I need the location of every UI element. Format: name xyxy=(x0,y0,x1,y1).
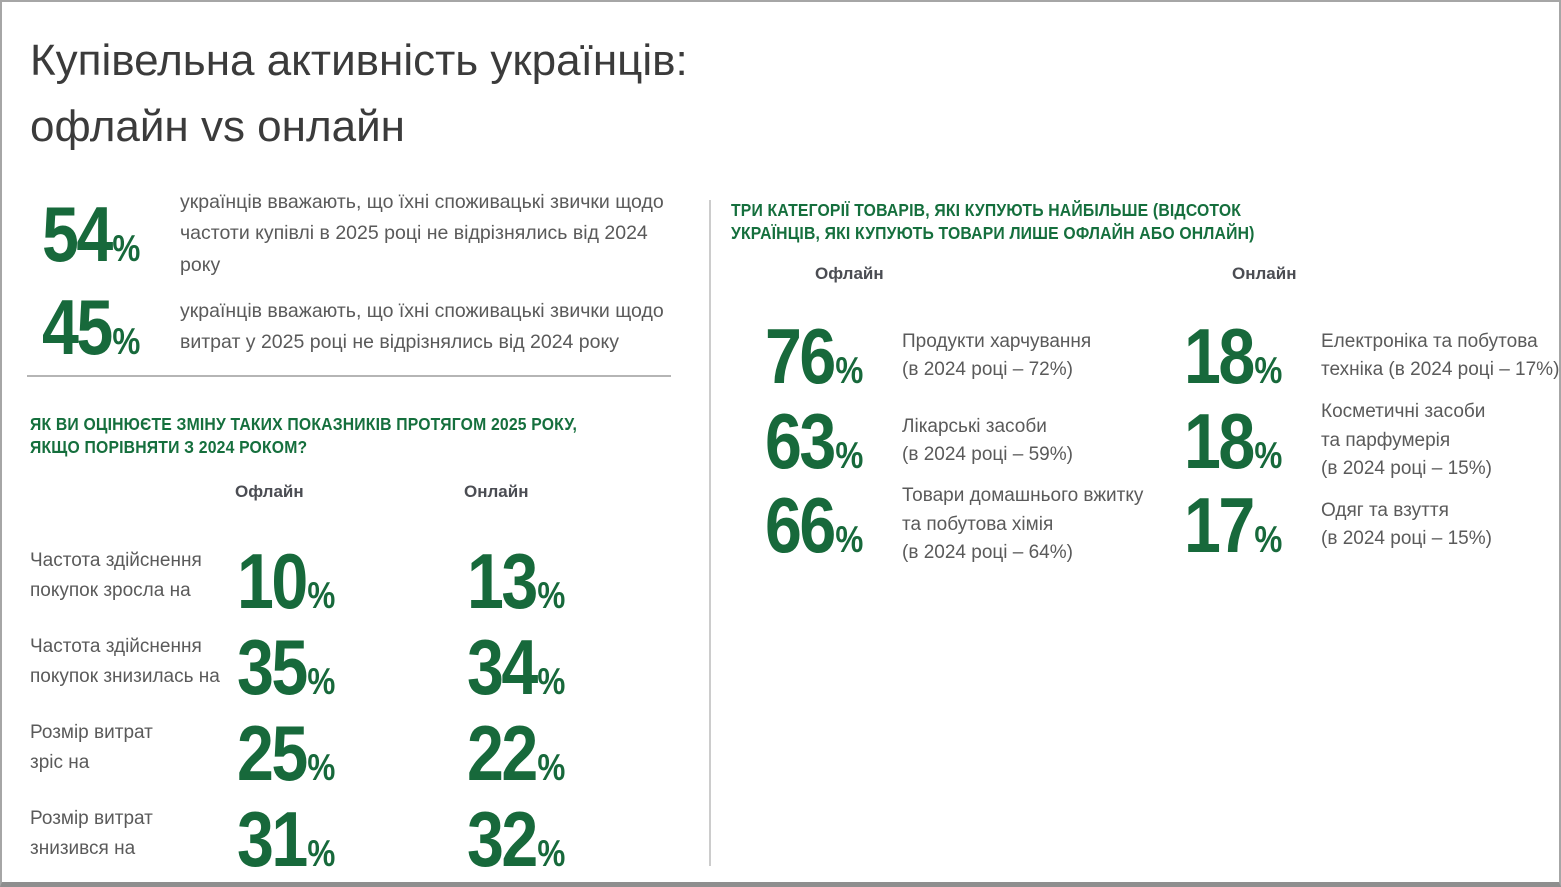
category-offline-groceries: 76% Продукти харчування (в 2024 році – 7… xyxy=(765,310,1195,402)
category-label: Товари домашнього вжитку та побутова хім… xyxy=(902,485,1144,564)
category-value: 18% xyxy=(1184,311,1283,400)
comparison-row-spending-grew: Розмір витрат зріс на 25% 22% xyxy=(2,710,709,798)
category-online-cosmetics: 18% Косметичні засоби та парфумерія (в 2… xyxy=(1184,395,1559,487)
row-label: Розмір витрат зріс на xyxy=(30,722,153,774)
page-title: Купівельна активність українців: офлайн … xyxy=(30,28,688,160)
online-value: 13% xyxy=(467,537,566,625)
comparison-row-frequency-declined: Частота здійснення покупок знизилась на … xyxy=(2,624,709,712)
category-label: Електроніка та побутова техніка (в 2024 … xyxy=(1321,330,1560,381)
online-value: 34% xyxy=(467,623,566,711)
horizontal-divider xyxy=(27,375,671,377)
row-label: Частота здійснення покупок знизилась на xyxy=(30,636,220,688)
stat-spending-value: 45% xyxy=(42,282,141,371)
percent-sign: % xyxy=(112,320,141,362)
category-label: Лікарські засоби (в 2024 році – 59%) xyxy=(902,415,1073,466)
percent-sign: % xyxy=(835,434,864,476)
row-label: Розмір витрат знизився на xyxy=(30,808,153,860)
comparison-row-spending-declined: Розмір витрат знизився на 31% 32% xyxy=(2,795,709,883)
comparison-col-offline-header: Офлайн xyxy=(235,482,304,501)
category-value: 66% xyxy=(765,480,864,569)
categories-section-heading: ТРИ КАТЕГОРІЇ ТОВАРІВ, ЯКІ КУПУЮТЬ НАЙБІ… xyxy=(731,200,1255,244)
stat-frequency-habits: 54% українців вважають, що їхні споживац… xyxy=(42,189,682,278)
stat-spending-description: українців вважають, що їхні споживацькі … xyxy=(180,299,664,353)
categories-col-online-header: Онлайн xyxy=(1232,264,1297,283)
category-offline-household: 66% Товари домашнього вжитку та побутова… xyxy=(765,479,1195,571)
percent-sign: % xyxy=(307,661,336,702)
category-value: 17% xyxy=(1184,480,1283,569)
categories-col-offline-header: Офлайн xyxy=(815,264,884,283)
percent-sign: % xyxy=(1254,434,1283,476)
category-offline-medicines: 63% Лікарські засоби (в 2024 році – 59%) xyxy=(765,395,1195,487)
category-value: 76% xyxy=(765,311,864,400)
stat-spending-habits: 45% українців вважають, що їхні споживац… xyxy=(42,285,682,369)
online-value: 22% xyxy=(467,709,566,797)
percent-sign: % xyxy=(307,833,336,874)
percent-sign: % xyxy=(835,349,864,391)
percent-sign: % xyxy=(537,747,566,788)
category-value: 18% xyxy=(1184,396,1283,485)
category-label: Косметичні засоби та парфумерія (в 2024 … xyxy=(1321,401,1492,480)
comparison-section-heading: ЯК ВИ ОЦІНЮЄТЕ ЗМІНУ ТАКИХ ПОКАЗНИКІВ ПР… xyxy=(30,414,578,458)
percent-sign: % xyxy=(537,575,566,616)
category-label: Продукти харчування (в 2024 році – 72%) xyxy=(902,330,1092,381)
comparison-row-frequency-grew: Частота здійснення покупок зросла на 10%… xyxy=(2,538,709,626)
stat-frequency-value: 54% xyxy=(42,189,141,278)
vertical-divider xyxy=(709,200,711,866)
category-online-clothing: 17% Одяг та взуття (в 2024 році – 15%) xyxy=(1184,479,1559,571)
comparison-col-online-header: Онлайн xyxy=(464,482,529,501)
offline-value: 25% xyxy=(237,709,336,797)
offline-value: 10% xyxy=(237,537,336,625)
percent-sign: % xyxy=(835,518,864,560)
stat-frequency-description: українців вважають, що їхні споживацькі … xyxy=(180,191,664,276)
online-value: 32% xyxy=(467,795,566,883)
percent-sign: % xyxy=(307,575,336,616)
offline-value: 35% xyxy=(237,623,336,711)
category-label: Одяг та взуття (в 2024 році – 15%) xyxy=(1321,499,1492,550)
row-label: Частота здійснення покупок зросла на xyxy=(30,550,202,602)
percent-sign: % xyxy=(112,227,141,269)
category-value: 63% xyxy=(765,396,864,485)
page-title-line1: Купівельна активність українців: xyxy=(30,36,688,85)
percent-sign: % xyxy=(537,833,566,874)
percent-sign: % xyxy=(1254,349,1283,391)
page-title-line2: офлайн vs онлайн xyxy=(30,102,405,151)
percent-sign: % xyxy=(1254,518,1283,560)
offline-value: 31% xyxy=(237,795,336,883)
percent-sign: % xyxy=(307,747,336,788)
category-online-electronics: 18% Електроніка та побутова техніка (в 2… xyxy=(1184,310,1560,402)
percent-sign: % xyxy=(537,661,566,702)
